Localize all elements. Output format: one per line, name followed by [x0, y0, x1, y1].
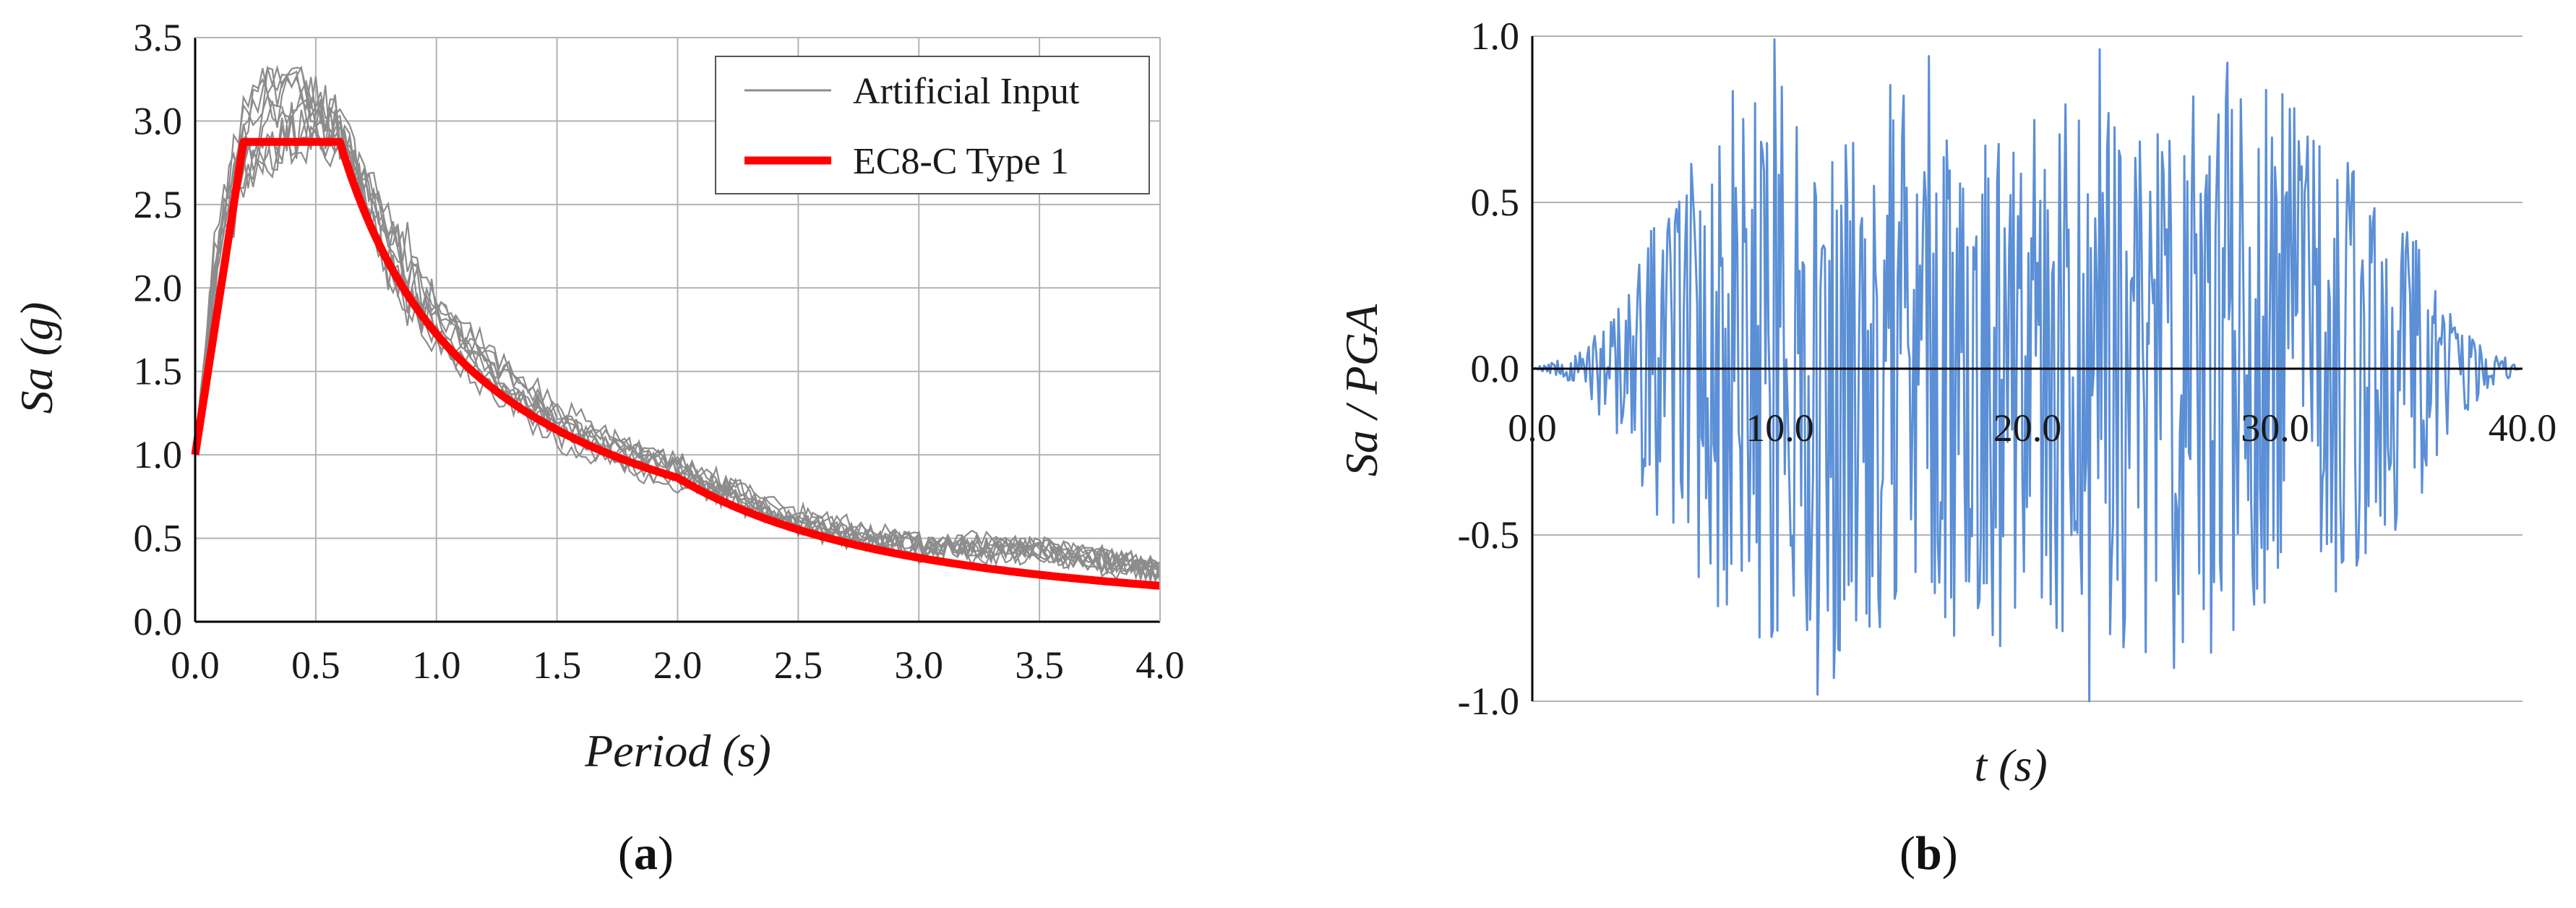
chart-b-x-tick: 10.0: [1746, 406, 1814, 450]
chart-b-y-tick: -1.0: [1458, 680, 1519, 723]
legend-box: [715, 56, 1150, 194]
legend-entry-ec8: EC8-C Type 1: [853, 141, 1069, 182]
chart-a-y-tick: 0.0: [134, 600, 183, 643]
chart-b-grid: [1532, 35, 2523, 702]
chart-b-panel-letter: b: [1915, 827, 1942, 880]
chart-b-y-tick: -0.5: [1458, 513, 1519, 557]
chart-b-panel-label: (b): [1899, 827, 1958, 880]
chart-a-ec8-series: [191, 137, 1162, 590]
chart-a-x-tick: 2.5: [774, 643, 823, 687]
chart-a-x-axis-label: Period (s): [584, 725, 771, 776]
chart-a-x-tick: 1.5: [533, 643, 582, 687]
chart-b-y-axis-label: Sa / PGA: [1336, 304, 1387, 476]
chart-a-y-tick-labels: 0.0 0.5 1.0 1.5 2.0 2.5 3.0 3.5: [134, 16, 183, 643]
chart-a-panel-letter: a: [634, 827, 658, 880]
chart-a-x-tick: 0.0: [171, 643, 220, 687]
chart-a-y-tick: 2.0: [134, 266, 183, 309]
chart-a: 0.0 0.5 1.0 1.5 2.0 2.5 3.0 3.5 4.0 0.0 0.5 1.0 1.5…: [11, 16, 1185, 880]
artificial-input-line: [194, 116, 1162, 583]
chart-a-y-tick: 3.5: [134, 16, 183, 59]
artificial-input-line: [194, 67, 1161, 574]
chart-a-y-tick: 1.5: [134, 350, 183, 393]
chart-a-x-tick: 3.5: [1015, 643, 1064, 687]
chart-a-y-tick: 1.0: [134, 433, 183, 476]
chart-b-y-tick-labels: -1.0 -0.5 0.0 0.5 1.0: [1458, 14, 1519, 723]
artificial-input-line: [194, 96, 1162, 582]
time-history-line: [1532, 38, 2523, 703]
chart-a-y-tick: 3.0: [134, 99, 183, 142]
chart-a-legend: Artificial Input EC8-C Type 1: [715, 56, 1150, 194]
chart-a-y-tick: 2.5: [134, 183, 183, 226]
chart-b-x-axis-label: t (s): [1974, 740, 2047, 791]
ec8-spectrum-line: [191, 137, 1162, 590]
legend-entry-artificial-input: Artificial Input: [853, 71, 1080, 112]
chart-b-y-tick: 0.0: [1471, 347, 1520, 390]
chart-b-axes: [1531, 36, 2523, 701]
chart-a-panel-label: (a): [618, 827, 674, 880]
chart-b-y-tick: 1.0: [1471, 14, 1520, 58]
chart-a-axes: [194, 37, 1161, 623]
chart-b-x-tick: 30.0: [2241, 406, 2309, 450]
chart-a-x-tick: 3.0: [895, 643, 944, 687]
chart-b-x-tick-labels: 0.0 10.0 20.0 30.0 40.0: [1508, 406, 2556, 450]
chart-b-x-tick: 40.0: [2489, 406, 2557, 450]
chart-a-x-tick: 0.5: [291, 643, 340, 687]
chart-b: 0.0 10.0 20.0 30.0 40.0 -1.0 -0.5 0.0 0.5 1.0 t …: [1336, 14, 2556, 880]
chart-a-x-tick-labels: 0.0 0.5 1.0 1.5 2.0 2.5 3.0 3.5 4.0: [171, 643, 1185, 687]
chart-a-x-tick: 4.0: [1135, 643, 1185, 687]
chart-a-y-axis-label: Sa (g): [11, 302, 62, 414]
chart-a-x-tick: 2.0: [653, 643, 703, 687]
artificial-input-line: [194, 76, 1161, 573]
chart-a-x-tick: 1.0: [412, 643, 461, 687]
chart-a-y-tick: 0.5: [134, 517, 183, 560]
chart-b-x-tick: 20.0: [1993, 406, 2062, 450]
chart-b-time-history-series: [1532, 38, 2523, 703]
chart-b-x-tick: 0.0: [1508, 406, 1557, 450]
chart-b-y-tick: 0.5: [1471, 181, 1520, 224]
